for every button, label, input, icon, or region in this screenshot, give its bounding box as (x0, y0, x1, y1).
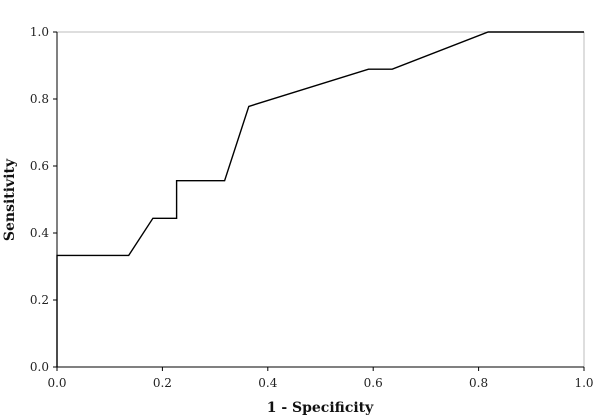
y-axis-title: Sensitivity (2, 158, 18, 241)
plot-frame (57, 31, 585, 367)
y-tick-label: 0.6 (30, 159, 49, 173)
x-axis-ticks: 0.0 0.2 0.4 0.6 0.8 1.0 (47, 367, 594, 390)
x-tick-label: 0.0 (47, 376, 66, 390)
x-axis-title: 1 - Specificity (267, 400, 374, 416)
y-axis-ticks: 0.0 0.2 0.4 0.6 0.8 1.0 (30, 25, 57, 374)
roc-curve-line (56, 31, 584, 367)
x-tick-label: 1.0 (574, 376, 593, 390)
y-tick-label: 0.8 (30, 92, 49, 106)
y-tick-label: 0.4 (30, 226, 49, 240)
x-tick-label: 0.2 (153, 376, 172, 390)
y-tick-label: 0.0 (30, 360, 49, 374)
x-tick-label: 0.6 (364, 376, 383, 390)
y-tick-label: 0.2 (30, 293, 49, 307)
series-layer (56, 31, 584, 367)
y-tick-label: 1.0 (30, 25, 49, 39)
x-tick-label: 0.8 (469, 376, 488, 390)
x-tick-label: 0.4 (258, 376, 277, 390)
axes (56, 32, 584, 368)
